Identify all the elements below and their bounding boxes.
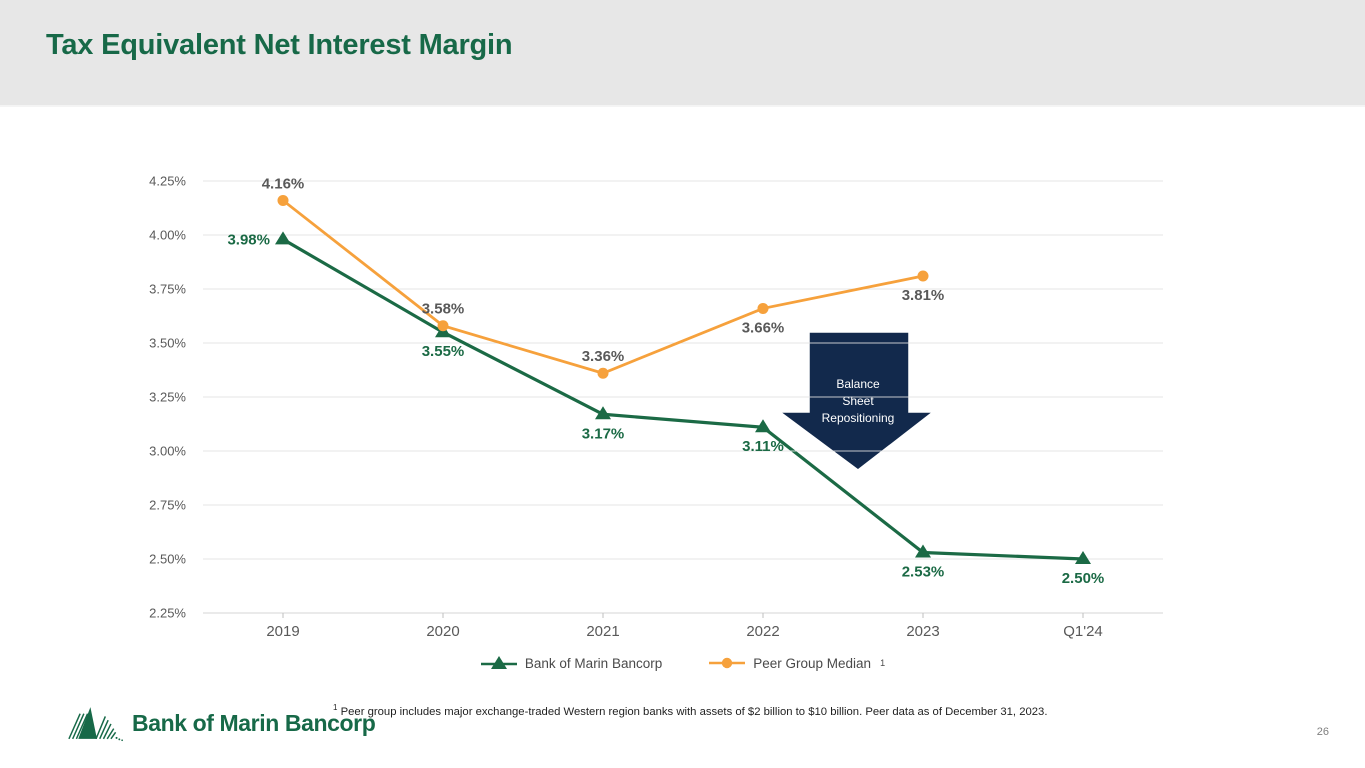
y-tick-label: 4.25% [149, 174, 186, 189]
triangle-marker [1075, 551, 1091, 564]
triangle-marker [595, 406, 611, 420]
x-tick-label: 2019 [266, 623, 299, 640]
y-tick-label: 3.25% [149, 390, 186, 405]
x-tick-label: 2022 [746, 623, 779, 640]
data-label: 3.17% [582, 425, 625, 442]
y-tick-label: 2.25% [149, 606, 186, 621]
y-tick-label: 2.75% [149, 498, 186, 513]
data-label: 4.16% [262, 175, 305, 192]
footnote: 1 Peer group includes major exchange-tra… [333, 703, 1047, 718]
triangle-marker [275, 231, 291, 245]
circle-marker [917, 270, 929, 282]
data-label: 3.81% [902, 287, 945, 304]
data-label: 3.55% [422, 343, 465, 360]
logo-text: Bank of Marin Bancorp [132, 709, 376, 736]
triangle-marker [755, 419, 771, 433]
y-tick-label: 3.75% [149, 282, 186, 297]
data-label: 3.66% [742, 319, 785, 336]
page-number: 26 [1316, 726, 1329, 738]
data-label: 3.98% [227, 231, 270, 248]
green-triangle-marker-icon [480, 656, 517, 669]
x-tick-label: Q1'24 [1063, 623, 1103, 640]
footnote-superscript: 1 [333, 703, 338, 712]
bank-of-marin-logo: Bank of Marin Bancorp [68, 703, 376, 743]
y-tick-label: 4.00% [149, 228, 186, 243]
chart-legend: Bank of Marin Bancorp Peer Group Median 1 [0, 655, 1365, 671]
page-title: Tax Equivalent Net Interest Margin [46, 29, 513, 61]
y-tick-label: 3.00% [149, 444, 186, 459]
legend-label: Peer Group Median [753, 655, 872, 671]
y-tick-label: 2.50% [149, 552, 186, 567]
x-tick-label: 2023 [906, 623, 939, 640]
circle-marker [277, 194, 289, 206]
data-label: 3.36% [582, 348, 625, 365]
x-tick-label: 2020 [426, 623, 459, 640]
legend-footnote-ref: 1 [880, 658, 886, 668]
orange-circle-marker-icon [709, 657, 746, 669]
triangle-marker [915, 544, 931, 558]
legend-item-bank-of-marin: Bank of Marin Bancorp [480, 655, 662, 671]
legend-label: Bank of Marin Bancorp [524, 655, 663, 671]
annotation-text-line: Sheet [842, 394, 874, 408]
annotation-text-line: Repositioning [822, 411, 895, 425]
circle-marker [597, 367, 609, 379]
series-line [282, 237, 1084, 561]
data-label: 2.53% [902, 564, 945, 581]
annotation-text-line: Balance [836, 377, 880, 391]
balance-sheet-repositioning-arrow [777, 331, 936, 471]
y-tick-label: 3.50% [149, 336, 186, 351]
slide-header: Tax Equivalent Net Interest Margin [0, 0, 1365, 107]
circle-marker [437, 320, 449, 332]
x-tick-label: 2021 [586, 623, 619, 640]
data-label: 2.50% [1062, 570, 1105, 587]
data-label: 3.58% [422, 301, 465, 318]
footnote-text: Peer group includes major exchange-trade… [340, 705, 1048, 718]
legend-item-peer-group: Peer Group Median 1 [708, 655, 885, 671]
circle-marker [757, 302, 769, 314]
mountain-logo-icon [68, 707, 123, 742]
data-label: 3.11% [742, 438, 784, 455]
